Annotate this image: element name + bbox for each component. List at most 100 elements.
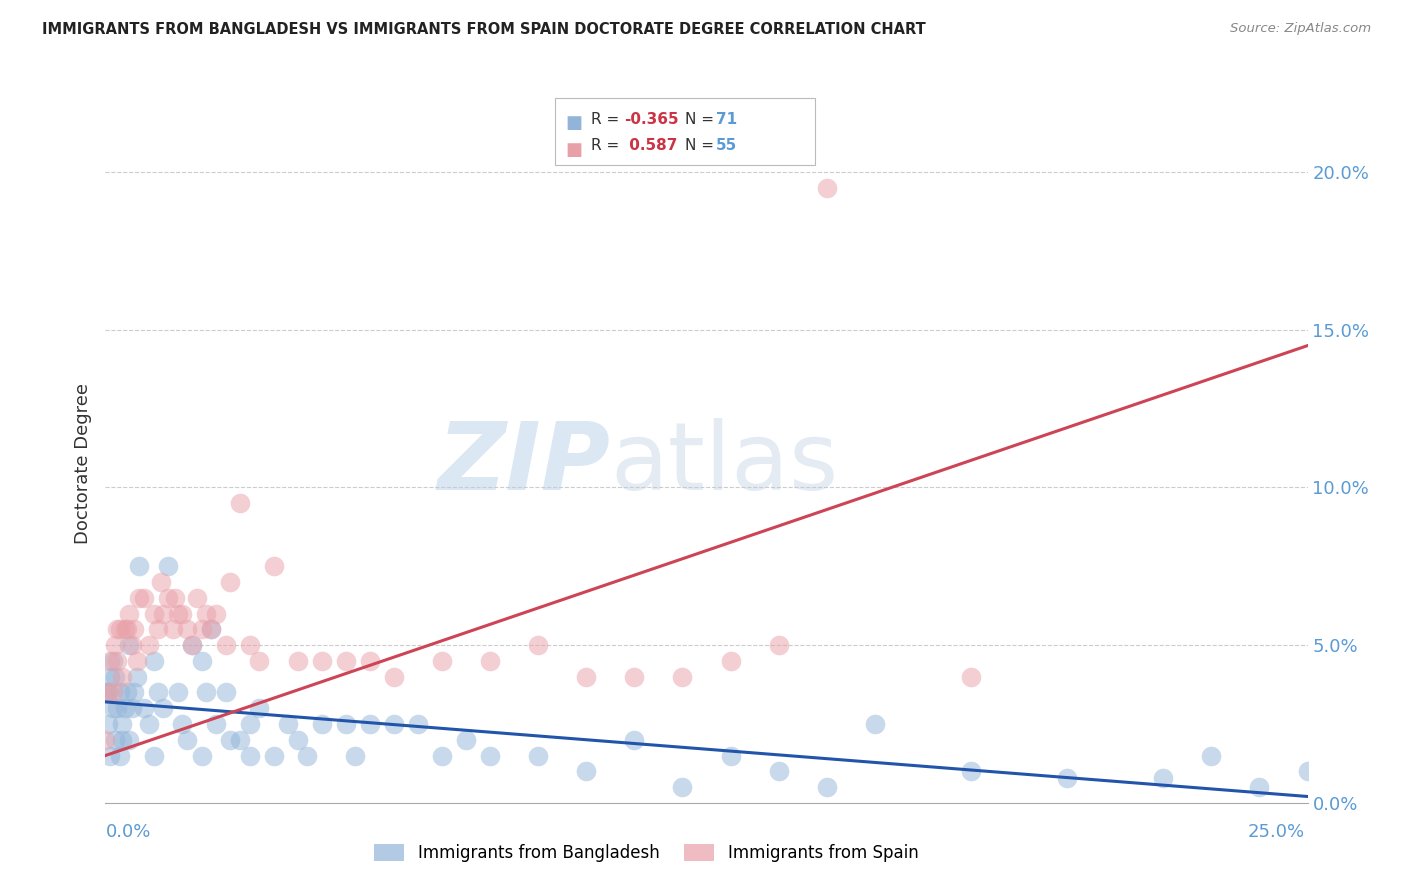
Point [152, 607, 174, 621]
Point [623, 732, 645, 747]
Text: ■: ■ [565, 141, 582, 159]
Point [114, 701, 136, 715]
Point [190, 748, 212, 763]
Point [132, 701, 155, 715]
Point [97, 685, 120, 699]
Point [205, 607, 228, 621]
Point [297, 748, 319, 763]
Point [1152, 771, 1174, 785]
Point [124, 623, 146, 637]
Text: 55: 55 [716, 138, 737, 153]
Text: ■: ■ [565, 114, 582, 132]
Text: atlas: atlas [610, 417, 838, 510]
Point [247, 654, 270, 668]
Text: 71: 71 [716, 112, 737, 127]
Point [94, 732, 117, 747]
Point [118, 607, 141, 621]
Point [107, 654, 129, 668]
Point [214, 685, 236, 699]
Point [101, 701, 124, 715]
Point [205, 717, 228, 731]
Point [118, 638, 141, 652]
Point [190, 623, 212, 637]
Point [94, 685, 117, 699]
Point [768, 764, 790, 779]
Point [107, 623, 129, 637]
Point [406, 717, 429, 731]
Point [152, 701, 174, 715]
Point [115, 623, 138, 637]
Point [107, 701, 129, 715]
Point [121, 638, 143, 652]
Point [247, 701, 270, 715]
Point [430, 748, 453, 763]
Point [219, 732, 242, 747]
Point [128, 559, 150, 574]
Point [277, 717, 299, 731]
Point [214, 638, 236, 652]
Point [527, 638, 550, 652]
Point [287, 732, 309, 747]
Point [575, 670, 598, 684]
Point [118, 732, 141, 747]
Point [166, 607, 188, 621]
Point [1296, 764, 1319, 779]
Point [108, 685, 131, 699]
Text: -0.365: -0.365 [624, 112, 679, 127]
Text: 25.0%: 25.0% [1247, 822, 1305, 840]
Text: Source: ZipAtlas.com: Source: ZipAtlas.com [1230, 22, 1371, 36]
Point [863, 717, 886, 731]
Point [111, 732, 134, 747]
Point [1201, 748, 1223, 763]
Point [125, 654, 148, 668]
Point [229, 732, 252, 747]
Point [165, 591, 187, 605]
Text: R =: R = [591, 112, 624, 127]
Point [479, 654, 502, 668]
Point [138, 638, 160, 652]
Point [104, 638, 127, 652]
Point [239, 638, 262, 652]
Point [101, 654, 124, 668]
Point [195, 607, 218, 621]
Point [768, 638, 790, 652]
Point [815, 780, 838, 794]
Text: 0.587: 0.587 [624, 138, 678, 153]
Point [148, 623, 170, 637]
Point [181, 638, 204, 652]
Point [104, 670, 127, 684]
Point [359, 654, 381, 668]
Point [97, 717, 120, 731]
Point [287, 654, 309, 668]
Point [527, 748, 550, 763]
Point [311, 654, 333, 668]
Point [190, 654, 212, 668]
Point [172, 717, 194, 731]
Point [142, 607, 165, 621]
Point [575, 764, 598, 779]
Point [142, 748, 165, 763]
Point [98, 748, 121, 763]
Text: 0.0%: 0.0% [105, 822, 150, 840]
Point [97, 685, 120, 699]
Text: R =: R = [591, 138, 624, 153]
Point [311, 717, 333, 731]
Text: IMMIGRANTS FROM BANGLADESH VS IMMIGRANTS FROM SPAIN DOCTORATE DEGREE CORRELATION: IMMIGRANTS FROM BANGLADESH VS IMMIGRANTS… [42, 22, 927, 37]
Point [239, 748, 262, 763]
Legend: Immigrants from Bangladesh, Immigrants from Spain: Immigrants from Bangladesh, Immigrants f… [367, 838, 925, 869]
Point [156, 591, 179, 605]
Point [125, 670, 148, 684]
Point [108, 748, 131, 763]
Point [720, 748, 742, 763]
Point [344, 748, 367, 763]
Point [138, 717, 160, 731]
Point [111, 670, 134, 684]
Point [128, 591, 150, 605]
Point [219, 575, 242, 590]
Point [960, 764, 983, 779]
Point [200, 623, 222, 637]
Point [156, 559, 179, 574]
Point [108, 623, 131, 637]
Point [263, 559, 285, 574]
Y-axis label: Doctorate Degree: Doctorate Degree [73, 384, 91, 544]
